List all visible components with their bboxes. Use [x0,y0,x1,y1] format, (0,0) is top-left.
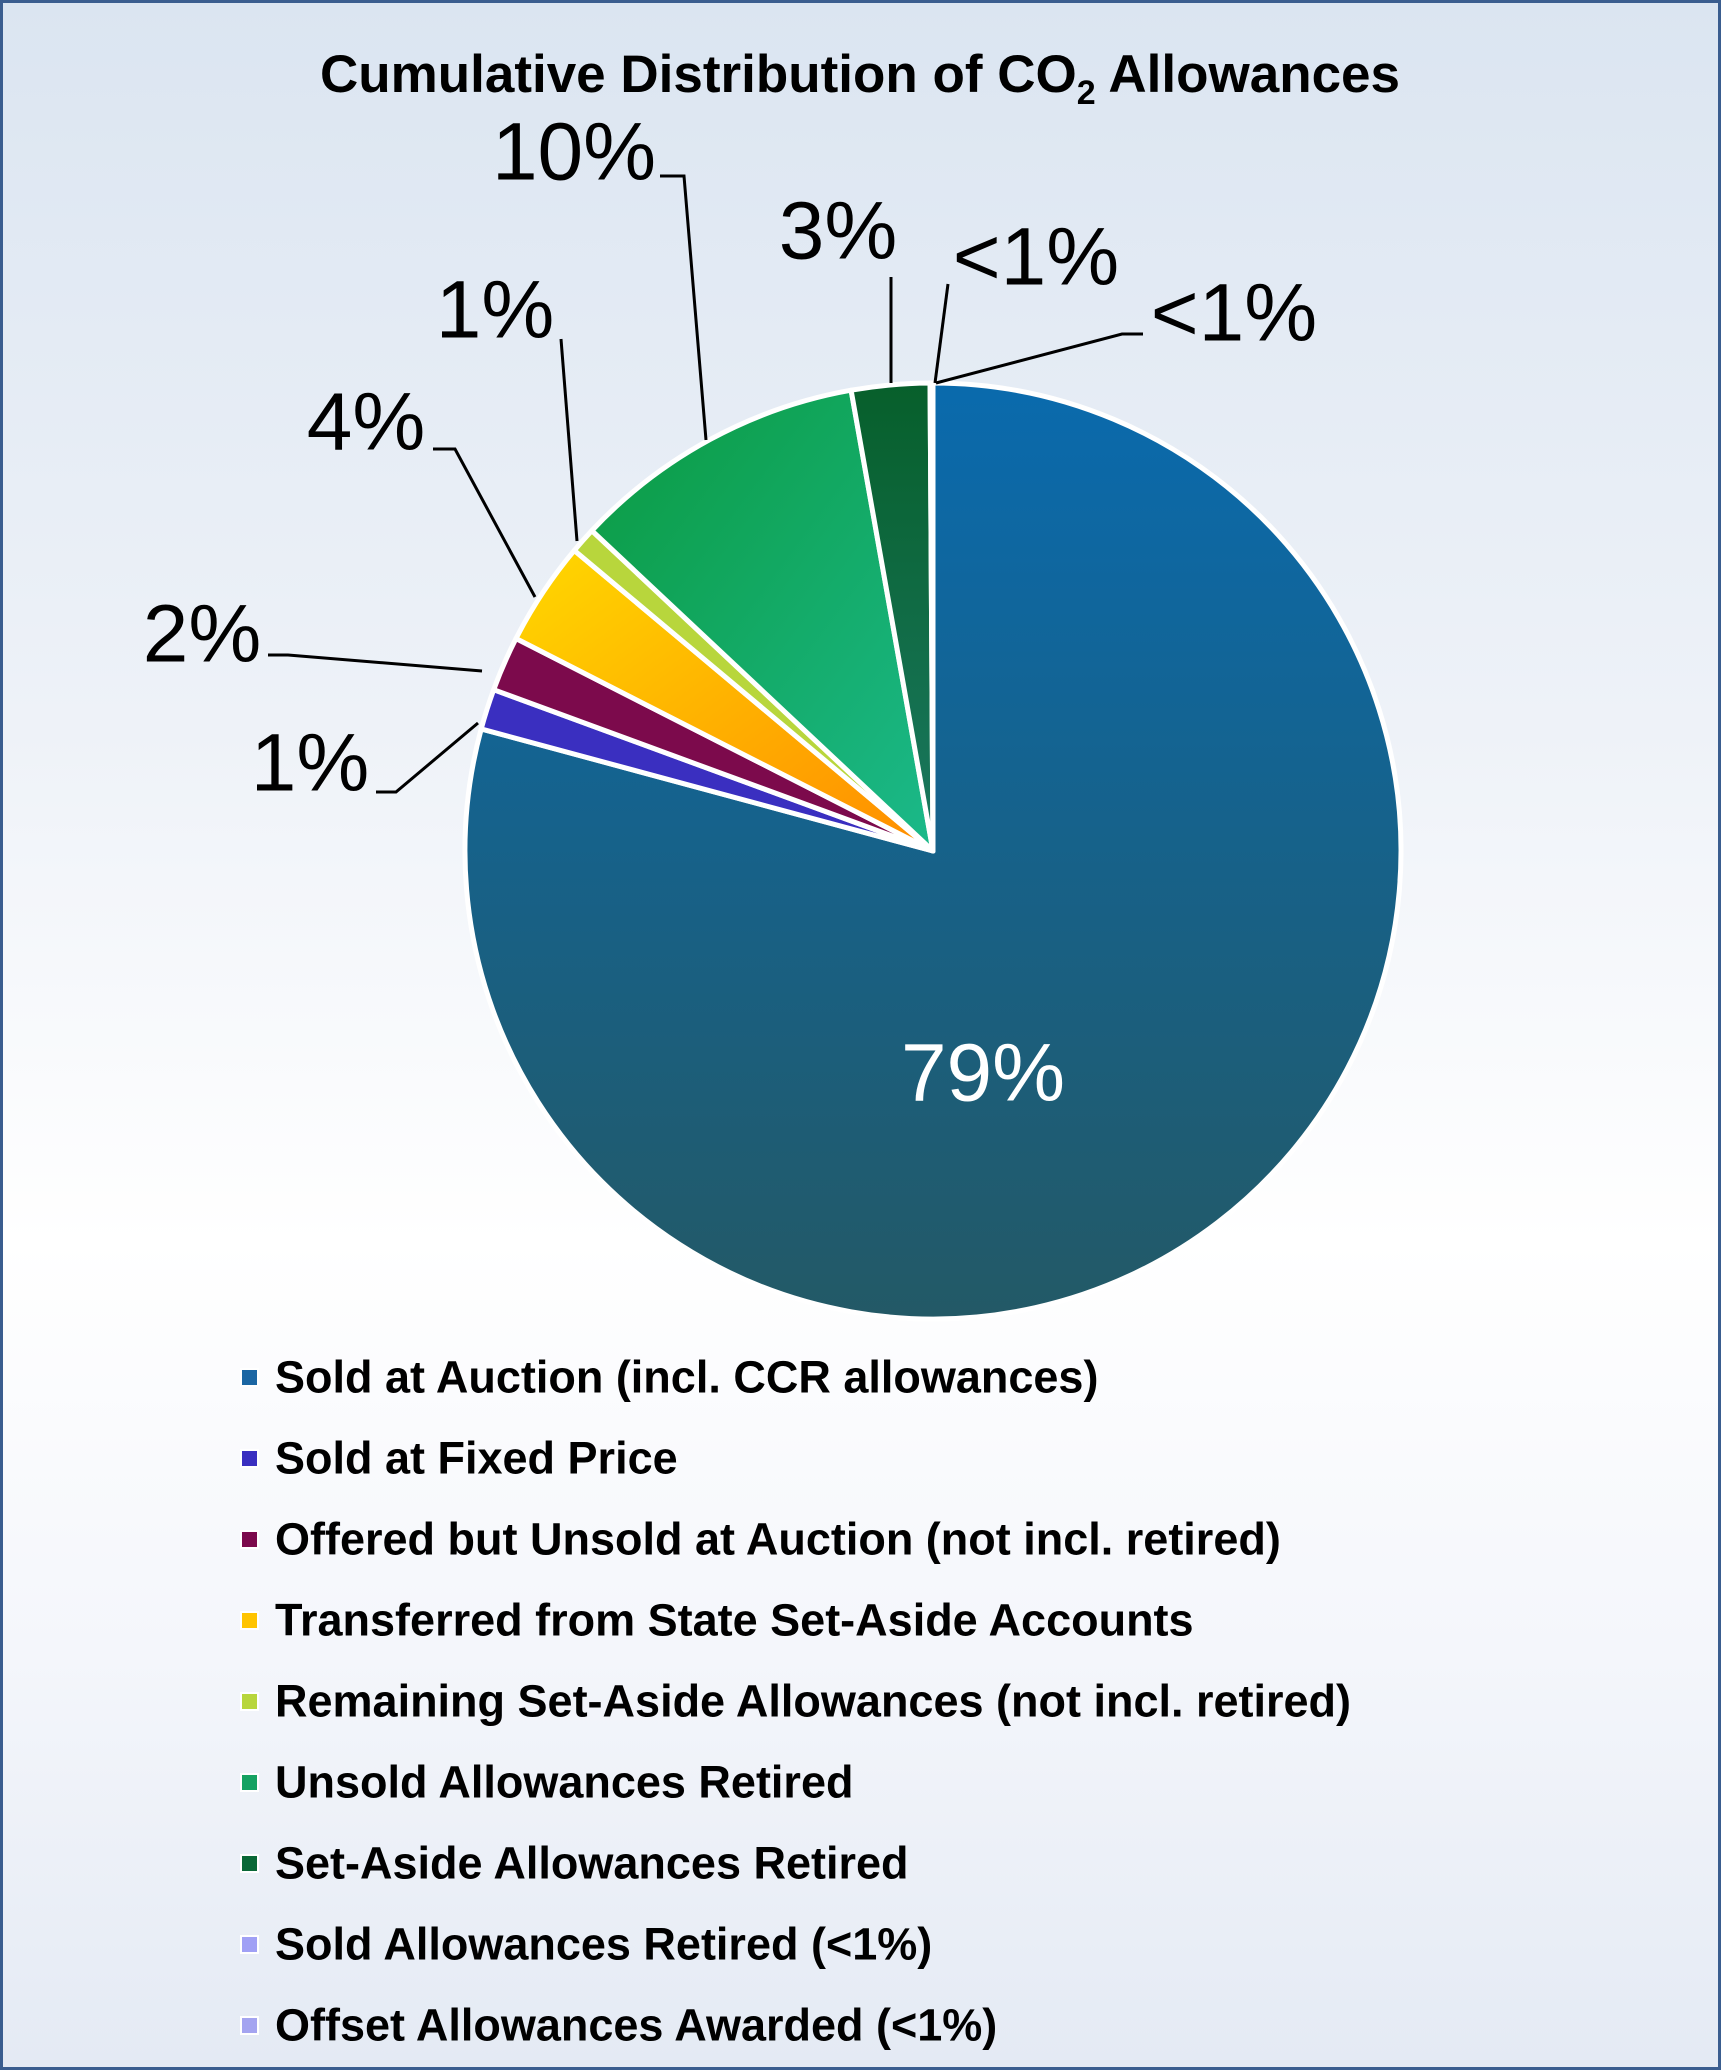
legend-label: Sold at Auction (incl. CCR allowances) [275,1352,1098,1403]
legend-label: Unsold Allowances Retired [275,1757,853,1808]
legend-label: Sold at Fixed Price [275,1433,678,1484]
data-label-sold-retired: <1% [953,212,1119,303]
legend-label: Remaining Set-Aside Allowances (not incl… [275,1676,1351,1727]
pie-slice-8 [929,380,936,854]
data-label-setaside-retired: 3% [779,186,898,277]
legend: Sold at Auction (incl. CCR allowances) So… [240,1352,1351,2051]
legend-marker [240,1530,259,1549]
chart-title: Cumulative Distribution of CO2 Allowance… [320,45,1400,112]
data-label-unsold-retired: 10% [492,107,656,198]
legend-marker [240,1773,259,1792]
data-label-unsold-auction: 2% [143,589,262,680]
legend-label: Offset Allowances Awarded (<1%) [275,2000,997,2051]
legend-marker [240,1854,259,1873]
leader-line-remaining [559,338,579,542]
legend-marker [240,1368,259,1387]
leader-line-offset [935,332,1143,385]
pie-slice-5 [589,387,936,854]
leader-line-4pct [433,447,537,598]
data-label-fixed-price: 1% [251,718,370,809]
legend-label: Sold Allowances Retired (<1%) [275,1919,932,1970]
legend-marker [240,1692,259,1711]
legend-marker [240,1449,259,1468]
legend-label: Set-Aside Allowances Retired [275,1838,909,1889]
data-label-auction: 79% [901,1028,1065,1119]
legend-marker [240,1611,259,1630]
data-label-remaining: 1% [436,265,555,356]
leader-line-sold-retired [933,283,950,384]
legend-marker [240,2016,259,2035]
data-label-transferred: 4% [307,377,426,468]
data-label-offset: <1% [1151,268,1317,359]
legend-label: Offered but Unsold at Auction (not incl.… [275,1514,1281,1565]
legend-label: Transferred from State Set-Aside Account… [275,1595,1194,1646]
leader-line-fixed [376,721,479,794]
leader-line-2pct [268,653,483,673]
legend-marker [240,1935,259,1954]
leader-line-10pct [660,174,708,441]
